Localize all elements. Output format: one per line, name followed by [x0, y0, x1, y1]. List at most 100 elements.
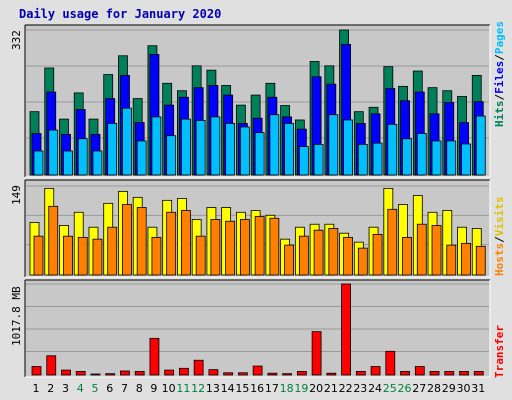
bar-transfer — [61, 369, 71, 376]
bar-pages — [151, 116, 162, 176]
bar-hosts — [402, 236, 412, 276]
bar-pages — [195, 120, 206, 176]
x-tick-label: 24 — [368, 382, 382, 395]
side-label-sep: / — [493, 236, 506, 243]
bar-pages — [313, 144, 324, 176]
bar-pages — [92, 150, 103, 176]
bar-transfer — [459, 371, 469, 376]
bar-hosts — [225, 220, 236, 276]
bar-hosts — [328, 228, 339, 276]
bar-transfer — [46, 355, 57, 376]
side-label-sep: / — [493, 94, 506, 101]
bar-pages — [475, 115, 486, 176]
bar-transfer — [237, 372, 248, 376]
bar-transfer — [473, 371, 484, 376]
bar-transfer — [444, 371, 455, 376]
bar-pages — [372, 142, 383, 176]
bar-pages — [431, 140, 442, 176]
bar-pages — [166, 135, 177, 176]
bar-hosts — [136, 207, 147, 276]
side-label-pages: Pages — [493, 21, 506, 54]
bar-hosts — [239, 219, 250, 276]
bar-hosts — [254, 216, 265, 276]
bar-transfer — [429, 371, 440, 376]
x-tick-label: 7 — [121, 382, 128, 395]
bar-transfer — [31, 366, 42, 376]
bar-hosts — [372, 233, 383, 276]
x-tick-label: 18 — [280, 382, 294, 395]
page-title: Daily usage for January 2020 — [19, 7, 222, 21]
bar-hosts — [343, 236, 353, 276]
bar-hosts — [122, 204, 132, 276]
bar-hosts — [181, 210, 191, 276]
bar-pages — [461, 143, 471, 176]
x-tick-label: 21 — [324, 382, 338, 395]
x-tick-label: 8 — [136, 382, 143, 395]
x-tick-label: 4 — [77, 382, 84, 395]
bar-hosts — [107, 226, 118, 276]
bar-hosts — [357, 247, 368, 276]
bottom-panel-bars — [31, 283, 484, 376]
side-label-hosts: Hosts — [493, 243, 506, 276]
bar-transfer — [164, 369, 175, 376]
x-tick-label: 13 — [206, 382, 220, 395]
x-tick-label: 15 — [235, 382, 249, 395]
bar-transfer — [252, 365, 263, 376]
y-label-mid-max: 149 — [10, 185, 23, 205]
bar-pages — [387, 123, 398, 176]
side-label-files: Files — [493, 61, 506, 94]
y-label-top-max: 332 — [10, 30, 23, 50]
bar-pages — [107, 123, 118, 176]
bar-hosts — [63, 235, 73, 276]
bar-hosts — [446, 244, 457, 276]
y-label-bottom-max: 1017.8 MB — [10, 286, 23, 346]
side-label-mid: Hosts/Visits — [493, 197, 506, 277]
bar-pages — [402, 138, 412, 176]
x-tick-label: 28 — [427, 382, 441, 395]
top-panel-bars — [29, 29, 486, 176]
bar-transfer — [223, 372, 234, 376]
bar-pages — [269, 114, 280, 176]
bar-transfer — [75, 371, 86, 376]
x-tick-label: 27 — [412, 382, 426, 395]
x-tick-label: 31 — [471, 382, 485, 395]
bar-transfer — [385, 350, 396, 376]
bar-pages — [357, 144, 368, 176]
bar-transfer — [311, 331, 322, 376]
x-tick-label: 25 — [383, 382, 397, 395]
x-tick-label: 5 — [91, 382, 98, 395]
bar-pages — [343, 119, 353, 176]
x-tick-labels: 1 2 3 4 5 6 7 8 9 10 11 12 13 14 15 16 17 18 19 20 21 22 23 24 2… — [33, 382, 486, 395]
x-tick-label: 6 — [106, 382, 113, 395]
bar-transfer — [355, 371, 366, 376]
side-label-sep: / — [493, 54, 506, 61]
bar-pages — [328, 114, 339, 176]
x-tick-label: 11 — [176, 382, 190, 395]
bar-transfer — [414, 366, 425, 376]
bar-pages — [77, 138, 88, 176]
bar-hosts — [475, 245, 486, 276]
x-tick-label: 10 — [162, 382, 176, 395]
x-tick-label: 1 — [33, 382, 40, 395]
x-tick-label: 29 — [442, 382, 456, 395]
bar-hosts — [416, 223, 427, 276]
bar-hosts — [151, 236, 162, 276]
bar-transfer — [341, 283, 351, 376]
x-tick-label: 22 — [339, 382, 353, 395]
bar-hosts — [33, 235, 44, 276]
bar-transfer — [90, 373, 101, 376]
side-label-hits: Hits — [493, 101, 506, 128]
bar-pages — [298, 146, 309, 176]
bar-transfer — [267, 372, 278, 376]
bar-hosts — [195, 235, 206, 276]
x-tick-label: 30 — [457, 382, 471, 395]
bar-pages — [210, 116, 221, 176]
x-tick-label: 19 — [294, 382, 308, 395]
bar-pages — [284, 123, 295, 176]
bar-pages — [254, 132, 265, 176]
side-label-visits: Visits — [493, 197, 506, 237]
bar-pages — [136, 140, 147, 176]
bar-hosts — [461, 242, 471, 276]
middle-panel-bars — [29, 187, 486, 276]
